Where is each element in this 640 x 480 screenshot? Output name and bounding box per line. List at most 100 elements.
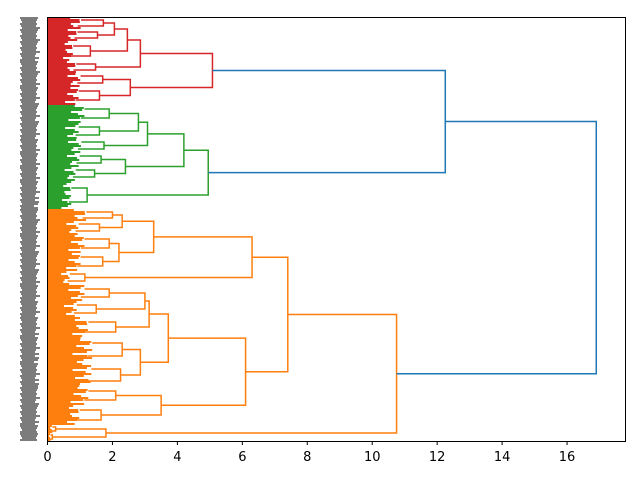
leaf-label [21,267,35,269]
leaf-label [21,37,36,39]
leaf-label [22,109,36,111]
dendrogram-link [208,69,447,174]
leaf-label [21,389,37,391]
leaf-label [22,149,40,151]
dendrogram-link [99,214,123,229]
leaf-label [22,103,39,105]
leaf-label [22,251,39,253]
leaf-label [20,439,37,441]
dendrogram-link [76,409,102,421]
leaf-label [20,17,38,19]
leaf-label [22,39,40,41]
dendrogram-link [50,434,54,440]
leaf-label [22,65,36,67]
leaf-label [21,43,37,45]
dendrogram-link [120,348,142,376]
leaf-label [20,337,38,339]
dendrogram-link [80,288,110,298]
leaf-label [22,347,40,349]
leaf-label [22,359,38,361]
leaf-label [20,135,36,137]
leaf-label [22,163,40,165]
leaf-label [22,33,36,35]
leaf-label [20,297,36,299]
leaf-label [20,179,36,181]
leaf-label [20,323,37,325]
dendrogram-link [84,321,117,333]
leaf-label [21,119,35,121]
x-tick-label: 2 [108,450,116,465]
leaf-label [22,171,36,173]
leaf-label [22,97,40,99]
dendrogram-link [80,238,110,249]
leaf-label [22,213,36,215]
leaf-label [20,271,38,273]
leaf-label [20,205,34,207]
leaf-label [22,327,40,329]
dendrogram-link [96,292,146,310]
leaf-label [22,341,36,343]
leaf-label [22,397,40,399]
leaf-label [21,293,36,295]
leaf-label [22,27,40,29]
leaf-label [20,47,37,49]
leaf-label [21,255,37,257]
dendrogram-link [97,22,116,36]
leaf-label [20,277,37,279]
x-tick-label: 6 [238,450,246,465]
leaf-label [20,343,37,345]
leaf-label [20,151,36,153]
leaf-label [21,299,35,301]
leaf-label [21,131,36,133]
leaf-label [20,85,36,87]
leaf-label [21,309,36,311]
leaf-label [20,265,36,267]
leaf-label [22,121,39,123]
leaf-label [21,101,35,103]
dendrogram-link [87,342,123,357]
leaf-label [22,409,36,411]
leaf-label [20,139,38,141]
leaf-label [21,357,39,359]
leaf-label [20,349,36,351]
leaf-label [20,79,37,81]
x-tick-label: 16 [559,450,576,465]
dendrogram-link [77,256,104,267]
leaf-label [22,115,40,117]
leaf-label [20,291,37,293]
x-tick-label: 8 [303,450,311,465]
leaf-label [22,71,40,73]
leaf-label [20,253,38,255]
leaf-label [22,367,36,369]
leaf-label [20,67,37,69]
leaf-label [20,93,37,95]
leaf-label [21,147,36,149]
leaf-label [20,405,38,407]
leaf-label [22,21,36,23]
leaf-label [20,329,36,331]
leaf-label [22,143,36,145]
dendrogram-link [52,428,107,438]
leaf-label [21,113,36,115]
leaf-label [20,215,37,217]
leaf-label [20,181,38,183]
leaf-label [22,295,40,297]
dendrogram-link [94,158,127,175]
leaf-label [20,221,38,223]
leaf-label [21,401,35,403]
leaf-label [21,261,36,263]
dendrogram-link [101,394,162,416]
leaf-label [20,59,35,61]
dendrogram-link [72,169,96,178]
leaf-label [22,197,39,199]
leaf-label [20,117,36,119]
leaf-label [20,425,38,427]
leaf-label [21,427,37,429]
dendrogram-link [84,236,253,279]
leaf-label [21,137,35,139]
dendrogram-link [245,256,289,373]
leaf-label [22,403,39,405]
x-tick-label: 10 [364,450,381,465]
leaf-label [22,333,39,335]
